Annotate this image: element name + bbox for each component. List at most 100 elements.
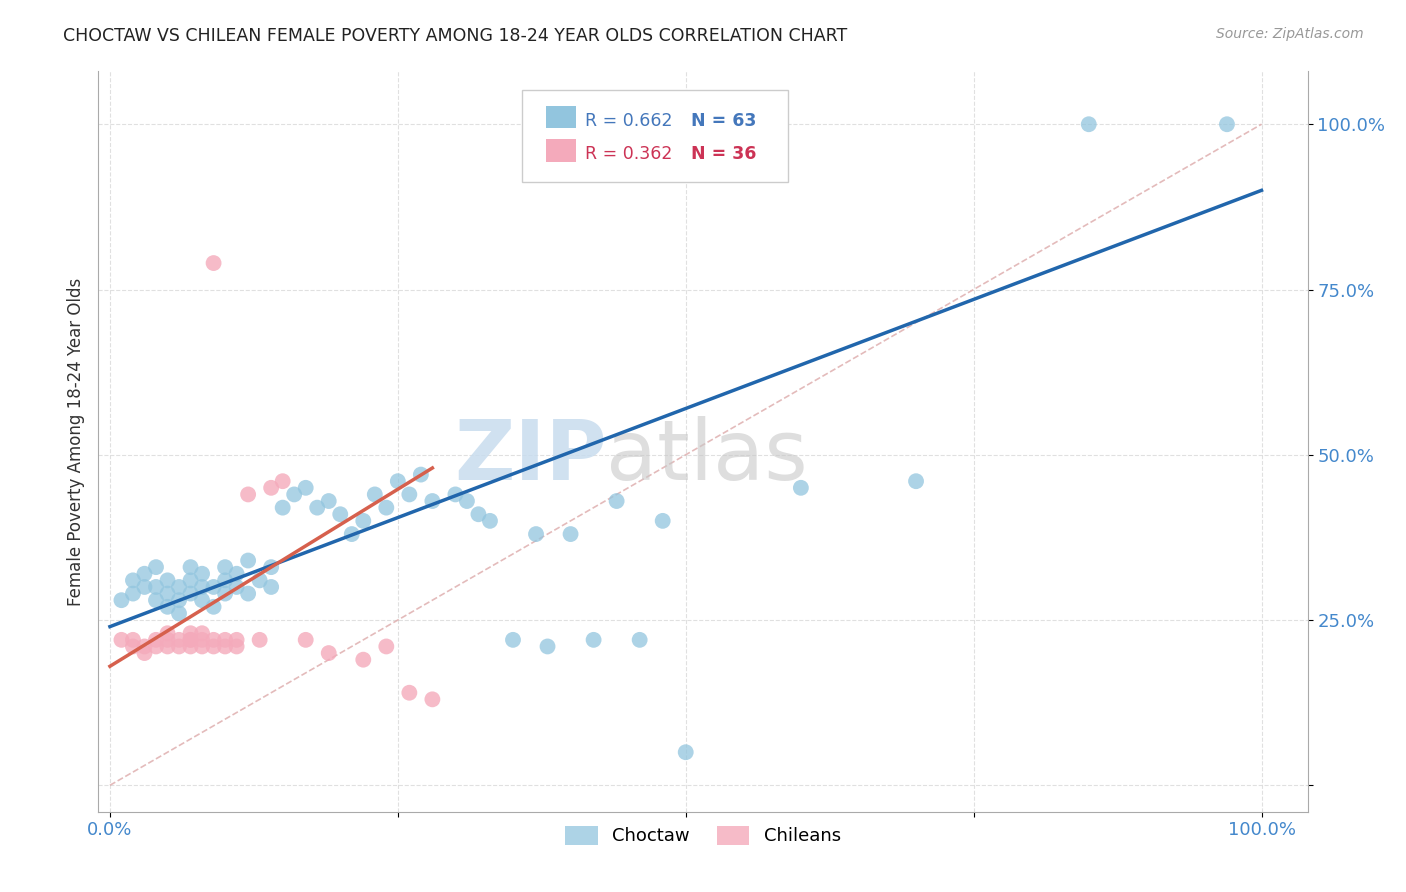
Point: [294, 481, 316, 495]
Point: [560, 527, 582, 541]
Point: [628, 632, 651, 647]
Point: [422, 494, 444, 508]
Point: [180, 586, 202, 600]
Point: [340, 527, 363, 541]
Point: [606, 494, 628, 508]
Text: R = 0.662: R = 0.662: [585, 112, 672, 130]
Point: [225, 580, 247, 594]
Point: [214, 586, 236, 600]
Point: [122, 586, 145, 600]
Point: [478, 514, 501, 528]
Point: [905, 474, 928, 488]
Point: [375, 640, 398, 654]
Point: [236, 553, 259, 567]
Point: [167, 580, 190, 594]
Point: [294, 632, 316, 647]
Point: [651, 514, 673, 528]
Point: [214, 632, 236, 647]
Point: [180, 560, 202, 574]
Point: [156, 640, 179, 654]
Point: [180, 574, 202, 588]
Point: [260, 481, 283, 495]
Point: [249, 574, 271, 588]
Legend: Choctaw, Chileans: Choctaw, Chileans: [557, 817, 849, 855]
Y-axis label: Female Poverty Among 18-24 Year Olds: Female Poverty Among 18-24 Year Olds: [66, 277, 84, 606]
Point: [1216, 117, 1239, 131]
Point: [202, 632, 225, 647]
Point: [202, 599, 225, 614]
Point: [134, 640, 156, 654]
Point: [318, 646, 340, 660]
Point: [456, 494, 478, 508]
Point: [582, 632, 605, 647]
Point: [307, 500, 329, 515]
Point: [167, 607, 190, 621]
Point: [260, 560, 283, 574]
Point: [364, 487, 387, 501]
Point: [398, 686, 420, 700]
Point: [225, 632, 247, 647]
Point: [180, 626, 202, 640]
Point: [191, 640, 214, 654]
Text: Source: ZipAtlas.com: Source: ZipAtlas.com: [1216, 27, 1364, 41]
Point: [202, 256, 225, 270]
FancyBboxPatch shape: [546, 139, 576, 161]
Point: [214, 640, 236, 654]
Text: R = 0.362: R = 0.362: [585, 145, 672, 163]
Point: [191, 632, 214, 647]
Point: [536, 640, 558, 654]
Point: [236, 487, 259, 501]
Point: [225, 566, 247, 581]
Point: [145, 632, 167, 647]
Point: [145, 593, 167, 607]
Point: [387, 474, 409, 488]
Point: [180, 632, 202, 647]
Text: CHOCTAW VS CHILEAN FEMALE POVERTY AMONG 18-24 YEAR OLDS CORRELATION CHART: CHOCTAW VS CHILEAN FEMALE POVERTY AMONG …: [63, 27, 848, 45]
Point: [180, 640, 202, 654]
Point: [156, 626, 179, 640]
Point: [422, 692, 444, 706]
Point: [122, 574, 145, 588]
Point: [191, 580, 214, 594]
Point: [467, 508, 489, 522]
Point: [236, 586, 259, 600]
Point: [191, 593, 214, 607]
Point: [122, 640, 145, 654]
Point: [318, 494, 340, 508]
Point: [145, 640, 167, 654]
Point: [790, 481, 813, 495]
Point: [214, 574, 236, 588]
Point: [352, 514, 374, 528]
Point: [156, 586, 179, 600]
Point: [156, 599, 179, 614]
Point: [375, 500, 398, 515]
Point: [249, 632, 271, 647]
Point: [110, 632, 132, 647]
Point: [145, 560, 167, 574]
Point: [122, 632, 145, 647]
Point: [329, 508, 352, 522]
Point: [283, 487, 305, 501]
Point: [191, 566, 214, 581]
Point: [398, 487, 420, 501]
Point: [444, 487, 467, 501]
Point: [409, 467, 432, 482]
Point: [202, 580, 225, 594]
Point: [1077, 117, 1099, 131]
Point: [271, 500, 294, 515]
Point: [225, 640, 247, 654]
Text: ZIP: ZIP: [454, 416, 606, 497]
Point: [271, 474, 294, 488]
Point: [191, 626, 214, 640]
Point: [214, 560, 236, 574]
FancyBboxPatch shape: [546, 106, 576, 128]
Point: [156, 632, 179, 647]
Point: [134, 566, 156, 581]
FancyBboxPatch shape: [522, 90, 787, 183]
Point: [134, 580, 156, 594]
Point: [260, 580, 283, 594]
Point: [110, 593, 132, 607]
Point: [502, 632, 524, 647]
Point: [145, 580, 167, 594]
Point: [352, 653, 374, 667]
